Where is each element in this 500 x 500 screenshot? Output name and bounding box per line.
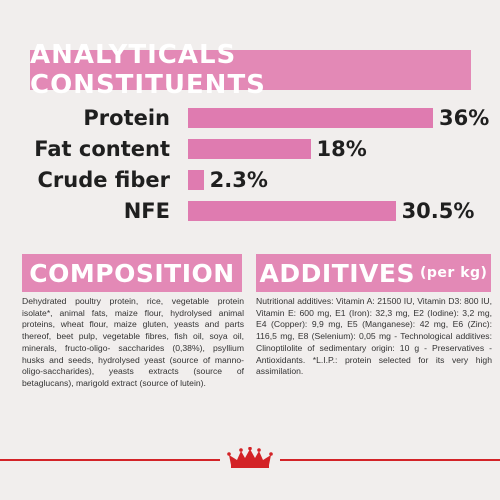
analytics-row-bar	[188, 139, 311, 159]
analytics-row-value: 30.5%	[401, 199, 475, 223]
crown-icon	[227, 447, 273, 468]
analytics-row-bar	[188, 201, 396, 221]
analytics-row-label: Protein	[83, 106, 170, 130]
analytics-row-value: 2.3%	[209, 168, 268, 192]
footer-line-right	[280, 459, 500, 461]
analytics-row: Fat content 18%	[0, 135, 500, 163]
analytics-row: NFE 30.5%	[0, 197, 500, 225]
analytics-row: Protein 36%	[0, 104, 500, 132]
analytics-row-label: Fat content	[34, 137, 170, 161]
analytics-row-value: 18%	[316, 137, 367, 161]
composition-title-text: COMPOSITION	[29, 258, 235, 288]
additives-title-text: ADDITIVES	[259, 258, 415, 288]
analytics-row-label: NFE	[123, 199, 170, 223]
composition-title: COMPOSITION	[22, 254, 242, 292]
additives-title: ADDITIVES (per kg)	[256, 254, 491, 292]
analytics-title: ANALYTICALS CONSTITUENTS	[30, 40, 471, 100]
analytics-row-bar	[188, 108, 433, 128]
analytics-row-label: Crude fiber	[37, 168, 170, 192]
analytics-row-bar	[188, 170, 204, 190]
composition-text: Dehydrated poultry protein, rice, vegeta…	[22, 296, 244, 388]
additives-text: Nutritional additives: Vitamin A: 21500 …	[256, 296, 492, 377]
analytics-row: Crude fiber 2.3%	[0, 166, 500, 194]
additives-subtitle: (per kg)	[420, 265, 488, 281]
footer-line-left	[0, 459, 220, 461]
analytics-row-value: 36%	[439, 106, 490, 130]
